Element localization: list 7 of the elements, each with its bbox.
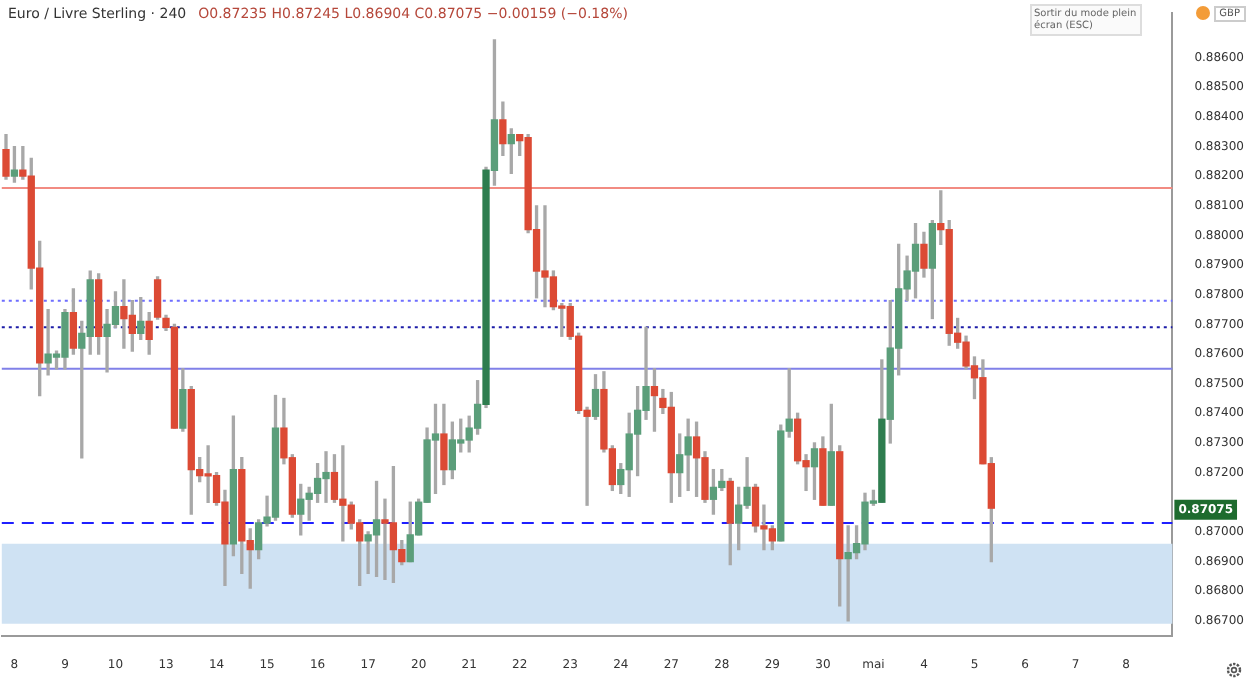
candlestick xyxy=(339,445,347,542)
candlestick xyxy=(204,445,212,503)
candlestick xyxy=(44,308,52,376)
candlestick xyxy=(844,525,852,622)
candlestick xyxy=(120,279,128,349)
candlestick xyxy=(322,451,330,503)
candlestick xyxy=(541,205,549,308)
